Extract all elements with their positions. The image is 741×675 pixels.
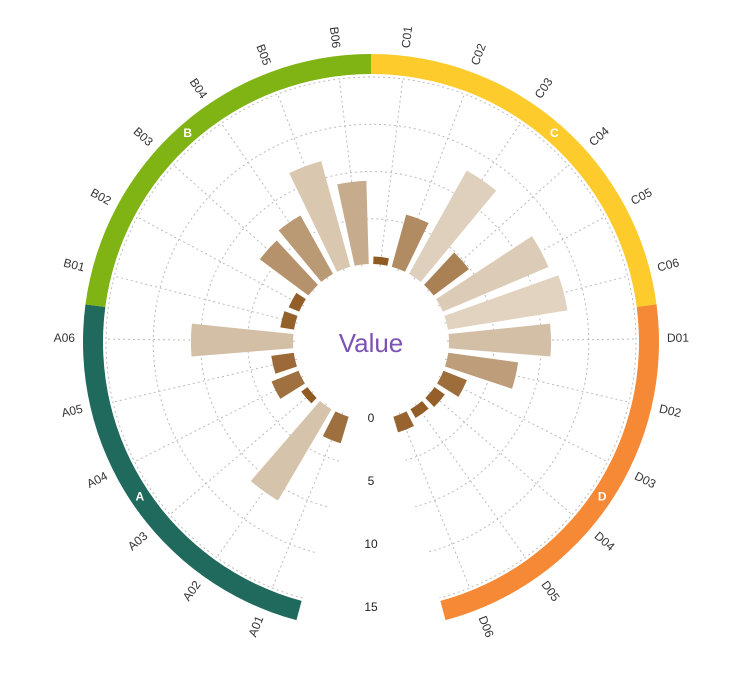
bar-C03 [408, 170, 497, 282]
category-label-C04: C04 [586, 124, 612, 149]
bar-C04 [424, 252, 469, 296]
bar-D05 [410, 401, 429, 418]
category-label-A01: A01 [245, 613, 266, 638]
group-label-B: B [183, 126, 192, 140]
category-label-D06: D06 [476, 614, 497, 640]
category-label-C05: C05 [628, 185, 654, 208]
group-label-C: C [550, 126, 559, 140]
category-label-A05: A05 [60, 402, 84, 421]
radial-tick-label: 0 [368, 411, 375, 425]
grid-spoke [137, 216, 305, 307]
bar-B04 [278, 215, 334, 282]
grid-spoke [428, 391, 573, 515]
category-label-D05: D05 [538, 578, 562, 604]
category-label-B05: B05 [253, 42, 274, 67]
bar-A05 [271, 352, 297, 374]
radial-ticks: 0 5 10 15 [364, 411, 378, 614]
grid-circle [152, 123, 590, 553]
group-ring-A [83, 304, 302, 621]
category-label-B03: B03 [131, 124, 156, 149]
grid-circle [105, 76, 637, 599]
radial-tick-label: 10 [364, 537, 378, 551]
bar-C06 [444, 275, 568, 330]
bar-D01 [448, 323, 552, 357]
category-label-C03: C03 [532, 75, 556, 101]
bar-D04 [425, 387, 445, 408]
category-label-D03: D03 [632, 469, 658, 492]
chart-title: Value [339, 328, 404, 358]
radial-tick-label: 15 [364, 600, 378, 614]
grid-spoke [414, 403, 526, 558]
grid-spoke [379, 78, 404, 267]
category-label-D01: D01 [667, 331, 689, 345]
grid-spoke [438, 375, 608, 463]
bar-A03 [301, 387, 317, 404]
group-ring-D [440, 304, 660, 621]
grid-spoke [112, 358, 298, 403]
bar-D02 [445, 352, 519, 389]
category-label-D02: D02 [658, 402, 683, 421]
category-label-C01: C01 [399, 25, 416, 49]
category-label-B04: B04 [187, 76, 211, 102]
bar-A06 [190, 323, 294, 357]
bar-B06 [337, 180, 369, 266]
category-label-A03: A03 [125, 529, 151, 554]
category-label-A02: A02 [180, 578, 204, 604]
grid-spoke [134, 375, 304, 463]
group-label-A: A [136, 489, 145, 503]
bar-A01 [322, 411, 349, 444]
group-label-D: D [598, 489, 607, 503]
category-label-B06: B06 [327, 26, 343, 49]
bar-B01 [280, 311, 298, 330]
bar-C05 [436, 236, 549, 312]
bar-D03 [437, 370, 467, 397]
bar-A04 [271, 370, 305, 399]
grid-spoke [114, 275, 298, 324]
grid-spoke [169, 391, 314, 515]
group-rings: A B C D [83, 54, 660, 621]
bar-B02 [288, 292, 306, 312]
category-label-C02: C02 [468, 41, 489, 67]
category-label-C06: C06 [656, 255, 681, 274]
group-ring-B [85, 54, 372, 308]
grid-spoke [398, 412, 471, 589]
grid-spoke [271, 412, 344, 589]
radial-tick-label: 5 [368, 474, 375, 488]
category-label-B01: B01 [62, 256, 86, 275]
bar-D06 [393, 411, 414, 433]
bar-B03 [259, 240, 318, 296]
bar-C02 [391, 214, 429, 272]
group-ring-C [371, 54, 657, 308]
bars [190, 161, 568, 501]
bar-A02 [250, 401, 332, 501]
bar-B05 [289, 161, 351, 272]
category-label-B02: B02 [88, 185, 114, 208]
category-label-A04: A04 [84, 469, 110, 491]
bar-C01 [373, 256, 389, 266]
grid-circle [200, 171, 542, 508]
category-label-A06: A06 [54, 331, 76, 345]
category-label-D04: D04 [592, 529, 618, 554]
